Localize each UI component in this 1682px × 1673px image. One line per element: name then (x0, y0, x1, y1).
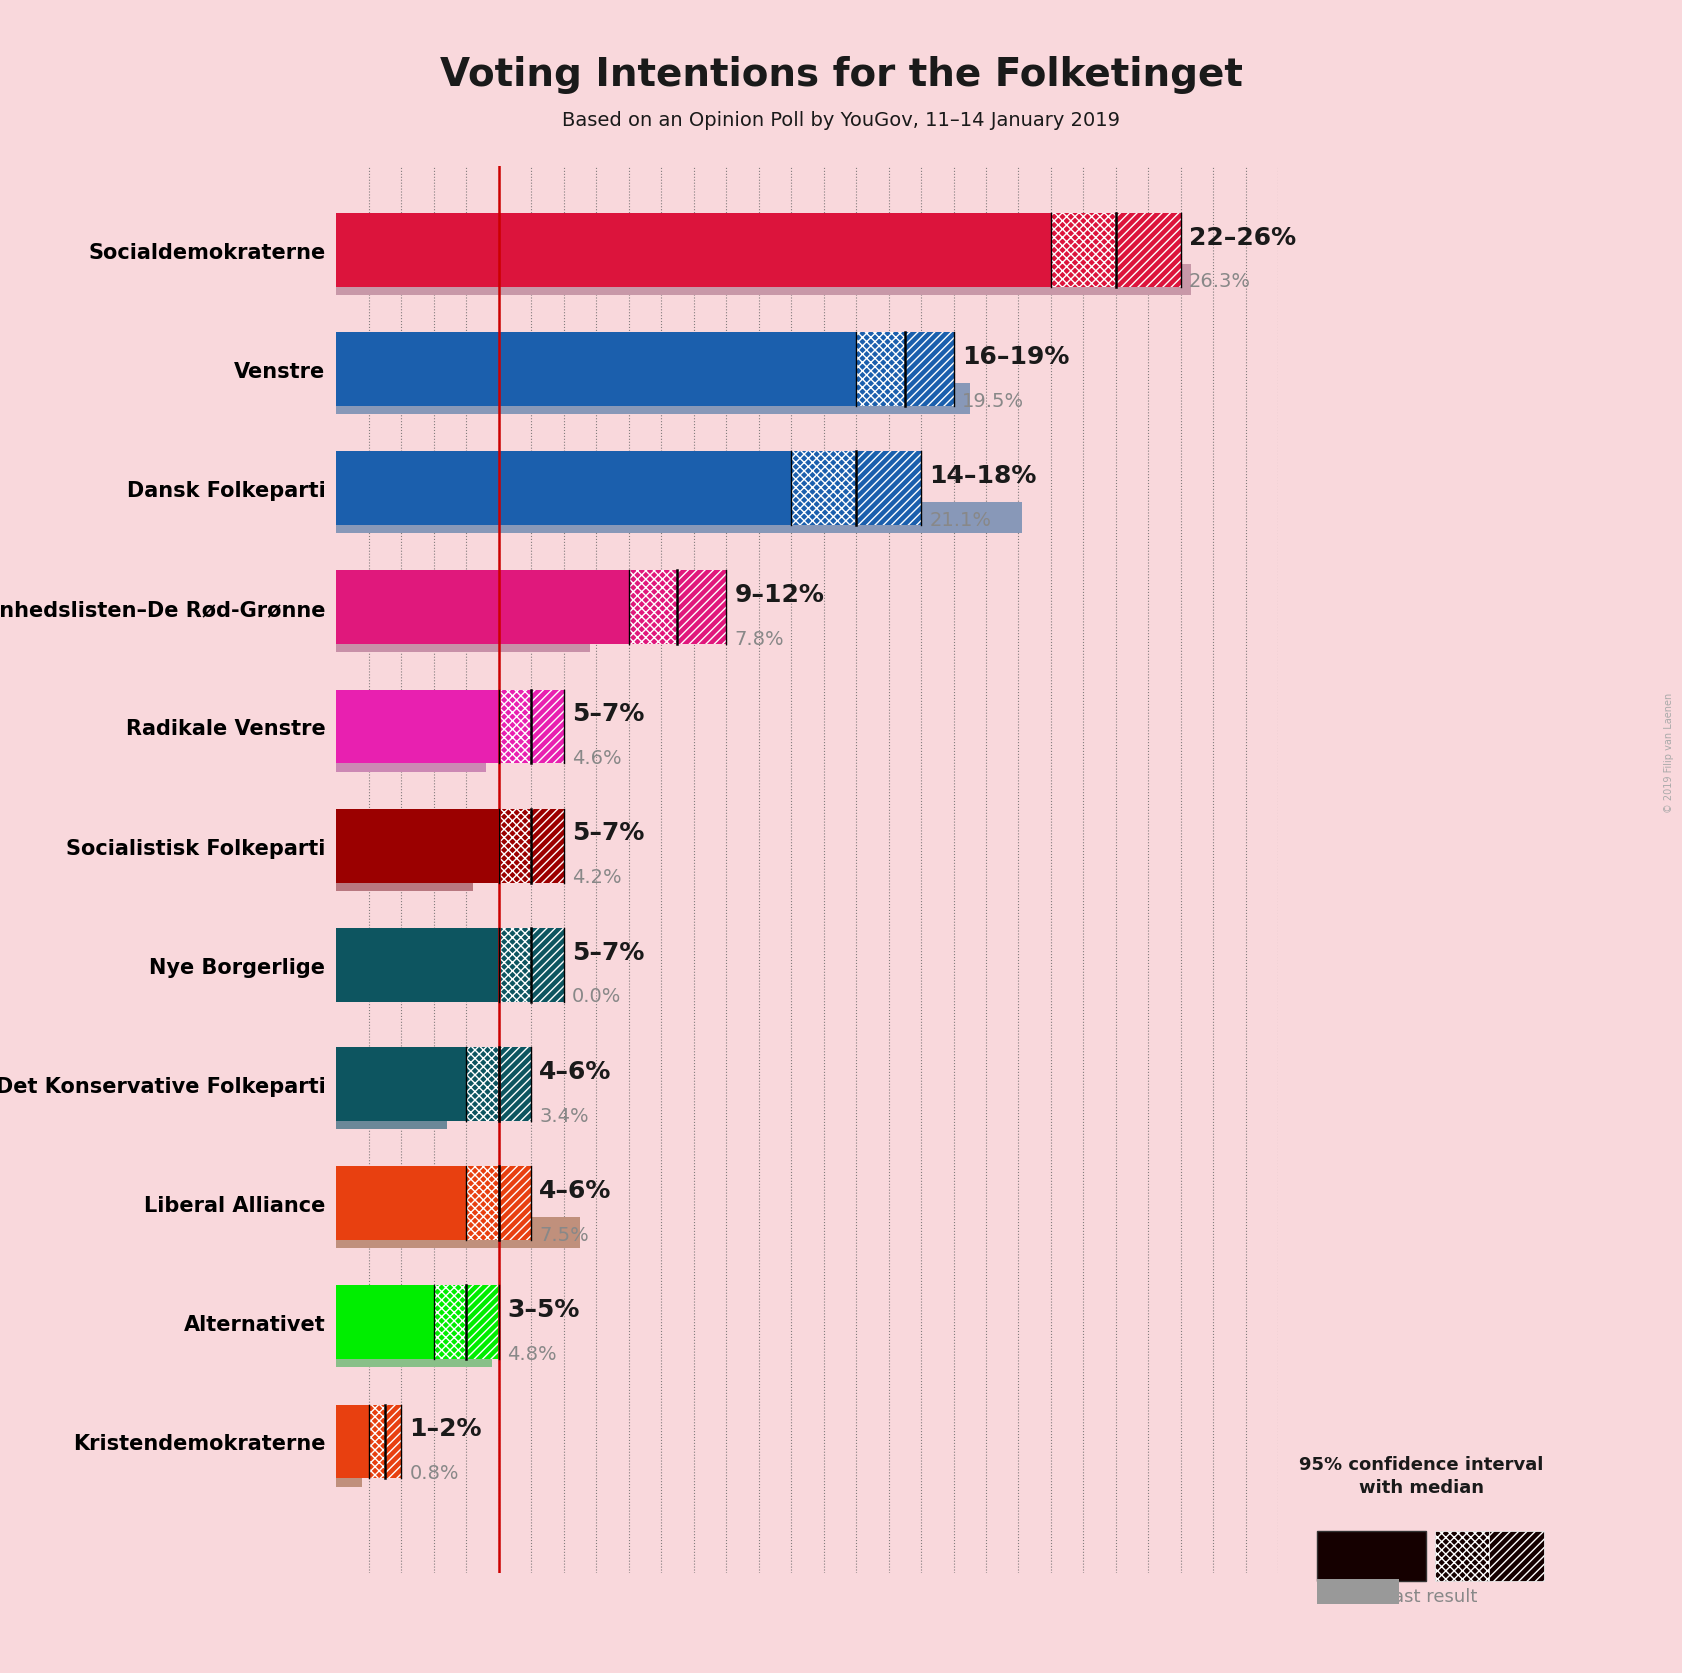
Text: 5–7%: 5–7% (572, 701, 644, 726)
Bar (336, 333, 856, 407)
Bar (336, 570, 629, 644)
Text: 5–7%: 5–7% (572, 940, 644, 964)
Text: 4.2%: 4.2% (572, 868, 622, 887)
Text: 5–7%: 5–7% (572, 821, 644, 845)
Bar (434, 1285, 466, 1360)
Bar (336, 1337, 493, 1367)
Bar (336, 810, 500, 883)
Bar (336, 1285, 434, 1360)
Bar (1051, 214, 1115, 288)
Text: 19.5%: 19.5% (962, 391, 1024, 410)
Bar (336, 1456, 362, 1487)
Text: 14–18%: 14–18% (928, 463, 1036, 487)
Text: 16–19%: 16–19% (962, 345, 1070, 368)
Text: 0.8%: 0.8% (409, 1464, 459, 1482)
Text: 4–6%: 4–6% (540, 1178, 612, 1203)
Bar (336, 452, 791, 525)
Bar (466, 1047, 500, 1121)
Bar (500, 929, 532, 1002)
Bar (532, 929, 563, 1002)
Bar (336, 1405, 368, 1479)
Bar (385, 1405, 402, 1479)
Bar (466, 1166, 500, 1240)
Bar (500, 1166, 532, 1240)
Bar (336, 504, 1021, 534)
Bar (336, 1099, 447, 1129)
Bar (336, 264, 1191, 296)
Text: 3–5%: 3–5% (506, 1297, 579, 1322)
Text: Last result: Last result (1383, 1588, 1478, 1604)
Bar (905, 333, 954, 407)
Bar (678, 570, 727, 644)
Bar (336, 214, 1051, 288)
Bar (336, 860, 473, 892)
Bar (856, 333, 905, 407)
Text: 4.6%: 4.6% (572, 748, 622, 768)
Text: Based on an Opinion Poll by YouGov, 11–14 January 2019: Based on an Opinion Poll by YouGov, 11–1… (562, 110, 1120, 130)
Bar (500, 810, 532, 883)
Bar (500, 1047, 532, 1121)
Text: 21.1%: 21.1% (928, 510, 991, 529)
Text: 95% confidence interval
with median: 95% confidence interval with median (1299, 1456, 1544, 1496)
Bar (532, 691, 563, 765)
Bar (336, 691, 500, 765)
Text: 9–12%: 9–12% (735, 582, 824, 607)
Text: 7.8%: 7.8% (735, 629, 784, 649)
Text: 1–2%: 1–2% (409, 1417, 483, 1440)
Bar (336, 1047, 466, 1121)
Bar (500, 691, 532, 765)
Bar (629, 570, 678, 644)
Bar (466, 1285, 500, 1360)
Bar (336, 741, 486, 771)
Bar (336, 1166, 466, 1240)
Text: Voting Intentions for the Folketinget: Voting Intentions for the Folketinget (439, 57, 1243, 94)
Text: 0.0%: 0.0% (572, 987, 621, 1005)
Bar (1115, 214, 1181, 288)
Bar (791, 452, 856, 525)
Bar (336, 929, 500, 1002)
Bar (336, 622, 590, 652)
Text: 26.3%: 26.3% (1189, 273, 1251, 291)
Text: 3.4%: 3.4% (540, 1106, 589, 1124)
Bar (856, 452, 922, 525)
Text: 22–26%: 22–26% (1189, 226, 1297, 249)
Text: 4–6%: 4–6% (540, 1059, 612, 1082)
Text: 4.8%: 4.8% (506, 1343, 557, 1363)
Bar (336, 383, 971, 415)
Bar (368, 1405, 385, 1479)
Bar (336, 1218, 580, 1248)
Bar (532, 810, 563, 883)
Text: 7.5%: 7.5% (540, 1225, 589, 1245)
Text: © 2019 Filip van Laenen: © 2019 Filip van Laenen (1663, 693, 1674, 813)
